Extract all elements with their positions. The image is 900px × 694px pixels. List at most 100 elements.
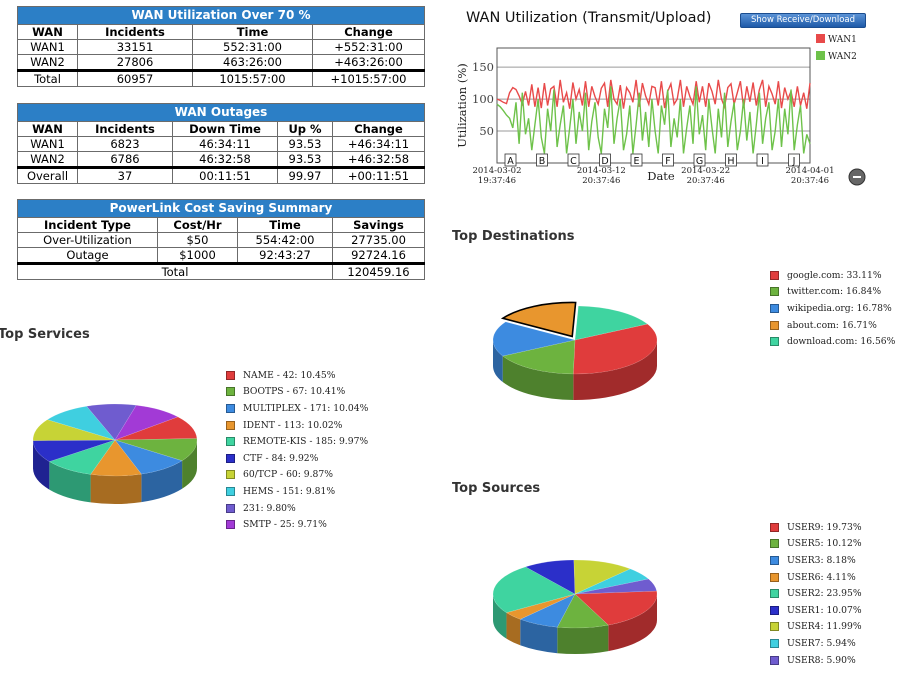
legend-swatch <box>226 453 235 463</box>
pie-slice <box>48 439 116 475</box>
legend-item: REMOTE-KIS - 185: 9.97% <box>226 433 368 450</box>
table-cell: 46:32:58 <box>172 151 278 169</box>
legend-item: SMTP - 25: 9.71% <box>226 516 368 533</box>
pie-slice <box>505 593 576 620</box>
table-cell: $50 <box>157 232 238 248</box>
pie-slice-side <box>141 460 183 503</box>
table-cell: 93.53 <box>277 136 333 152</box>
legend-label: BOOTPS - 67: 10.41% <box>243 386 346 398</box>
line-chart-title: WAN Utilization (Transmit/Upload) <box>466 10 712 26</box>
table-cell: $1000 <box>157 247 238 265</box>
table-cell: 554:42:00 <box>237 232 333 248</box>
total-label: Total <box>17 263 333 280</box>
annotation-label: J <box>792 156 796 167</box>
pie-slice <box>500 301 577 338</box>
table-cell: 92:43:27 <box>237 247 333 265</box>
annotation-marker <box>662 153 674 167</box>
pie-slice <box>32 419 116 441</box>
pie-slice <box>524 559 576 595</box>
legend-label: WAN1 <box>828 35 857 45</box>
x-axis-label: Date <box>647 169 675 183</box>
table-row: WAN1 6823 46:34:11 93.53 +46:34:11 <box>17 136 425 152</box>
x-tick-label: 20:37:46 <box>687 176 725 186</box>
annotation-label: C <box>570 156 577 167</box>
legend-item: USER7: 5.94% <box>770 635 862 652</box>
table-cell: WAN2 <box>17 54 78 72</box>
table-cell: 27735.00 <box>332 232 425 248</box>
table-cell: 99.97 <box>277 167 333 184</box>
pie-slice <box>32 439 116 462</box>
x-tick-label: 2014-03-02 <box>472 166 521 176</box>
legend-swatch <box>226 470 235 480</box>
legend-item: CTF - 84: 9.92% <box>226 450 368 467</box>
legend-swatch <box>770 270 779 280</box>
legend-swatch <box>226 420 235 430</box>
legend-label: USER7: 5.94% <box>787 637 856 649</box>
annotation-marker <box>725 153 737 167</box>
table-cell: 463:26:00 <box>192 54 313 72</box>
table-cell: Over-Utilization <box>17 232 158 248</box>
legend-label: 60/TCP - 60: 9.87% <box>243 469 333 481</box>
pie-slice-side <box>506 612 521 646</box>
y-tick-label: 100 <box>472 92 494 106</box>
pie-slice <box>502 339 576 375</box>
table-cell: +46:32:58 <box>332 151 425 169</box>
x-tick-label: 2014-03-22 <box>681 166 730 176</box>
cost-saving-table: PowerLink Cost Saving Summary Incident T… <box>17 199 425 280</box>
annotation-label: B <box>539 156 546 167</box>
column-header: Incidents <box>77 24 193 40</box>
annotation-label: A <box>507 156 514 167</box>
legend-label: google.com: 33.11% <box>787 269 882 281</box>
table-row: Outage $1000 92:43:27 92724.16 <box>17 247 425 265</box>
table-row: WAN2 6786 46:32:58 93.53 +46:32:58 <box>17 151 425 169</box>
table-row: Over-Utilization $50 554:42:00 27735.00 <box>17 232 425 248</box>
legend-label: wikipedia.org: 16.78% <box>787 302 892 314</box>
column-header: Time <box>192 24 313 40</box>
table-title: WAN Outages <box>17 103 425 122</box>
table-cell: +46:34:11 <box>332 136 425 152</box>
legend-item: USER9: 19.73% <box>770 519 862 536</box>
pie-slice-side <box>502 356 574 400</box>
pie-slice-side <box>557 625 609 654</box>
legend-item: USER1: 10.07% <box>770 602 862 619</box>
legend-item: NAME - 42: 10.45% <box>226 367 368 384</box>
utilization-table: WAN Utilization Over 70 % WAN Incidents … <box>17 6 425 87</box>
table-cell: 46:34:11 <box>172 136 278 152</box>
x-tick-label: 20:37:46 <box>582 176 620 186</box>
legend-label: USER8: 5.90% <box>787 654 856 666</box>
legend-swatch <box>770 638 779 648</box>
pie-slice-side <box>608 594 657 652</box>
legend-label: download.com: 16.56% <box>787 336 896 348</box>
total-value: 120459.16 <box>332 263 425 280</box>
legend-label: CTF - 84: 9.92% <box>243 452 319 464</box>
legend-label: REMOTE-KIS - 185: 9.97% <box>243 436 369 448</box>
annotation-label: I <box>761 156 764 167</box>
legend-swatch <box>226 370 235 380</box>
legend-label: USER6: 4.11% <box>787 571 856 583</box>
minus-circle-icon[interactable] <box>848 168 866 186</box>
legend-label: USER5: 10.12% <box>787 538 862 550</box>
legend-item: HEMS - 151: 9.81% <box>226 483 368 500</box>
legend-swatch <box>226 387 235 397</box>
legend-swatch <box>770 522 779 532</box>
annotation-marker <box>756 153 769 167</box>
legend-swatch <box>770 287 779 297</box>
top-services-legend: NAME - 42: 10.45% BOOTPS - 67: 10.41% MULT… <box>226 367 368 533</box>
legend-swatch <box>770 337 779 347</box>
x-tick-label: 2014-03-12 <box>577 166 626 176</box>
legend-swatch <box>770 589 779 599</box>
table-row: Total 60957 1015:57:00 +1015:57:00 <box>17 70 425 87</box>
legend-label: twitter.com: 16.84% <box>787 286 882 298</box>
table-cell: 6786 <box>77 151 173 169</box>
table-cell: +1015:57:00 <box>312 70 425 87</box>
legend-swatch <box>770 605 779 615</box>
table-row: Total 120459.16 <box>17 263 425 280</box>
table-cell: Overall <box>17 167 78 184</box>
table-title: PowerLink Cost Saving Summary <box>17 199 425 218</box>
pie-slice <box>114 438 198 461</box>
pie-slice-side <box>493 340 503 383</box>
legend-label: USER9: 19.73% <box>787 521 862 533</box>
table-row: WAN2 27806 463:26:00 +463:26:00 <box>17 54 425 72</box>
annotation-marker <box>599 153 611 167</box>
show-receive-download-button[interactable]: Show Receive/Download <box>740 13 866 28</box>
